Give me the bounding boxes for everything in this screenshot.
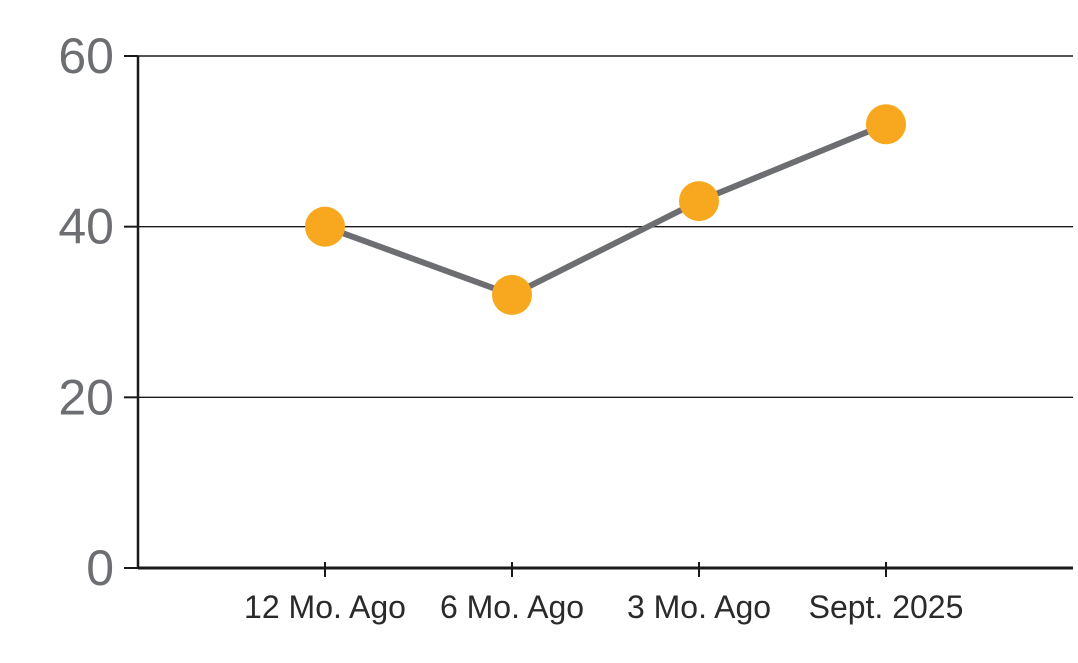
y-tick-label: 0 [86,540,114,596]
x-tick-label: 3 Mo. Ago [627,589,771,625]
data-point [305,206,345,247]
data-point [492,274,532,315]
x-tick-label: 12 Mo. Ago [244,589,406,625]
data-point [679,181,719,222]
y-tick-label: 60 [58,28,114,84]
data-point [866,104,906,145]
y-tick-label: 40 [58,199,114,255]
y-tick-label: 20 [58,369,114,425]
x-tick-label: 6 Mo. Ago [440,589,584,625]
x-tick-label: Sept. 2025 [809,589,964,625]
data-line [322,121,889,298]
